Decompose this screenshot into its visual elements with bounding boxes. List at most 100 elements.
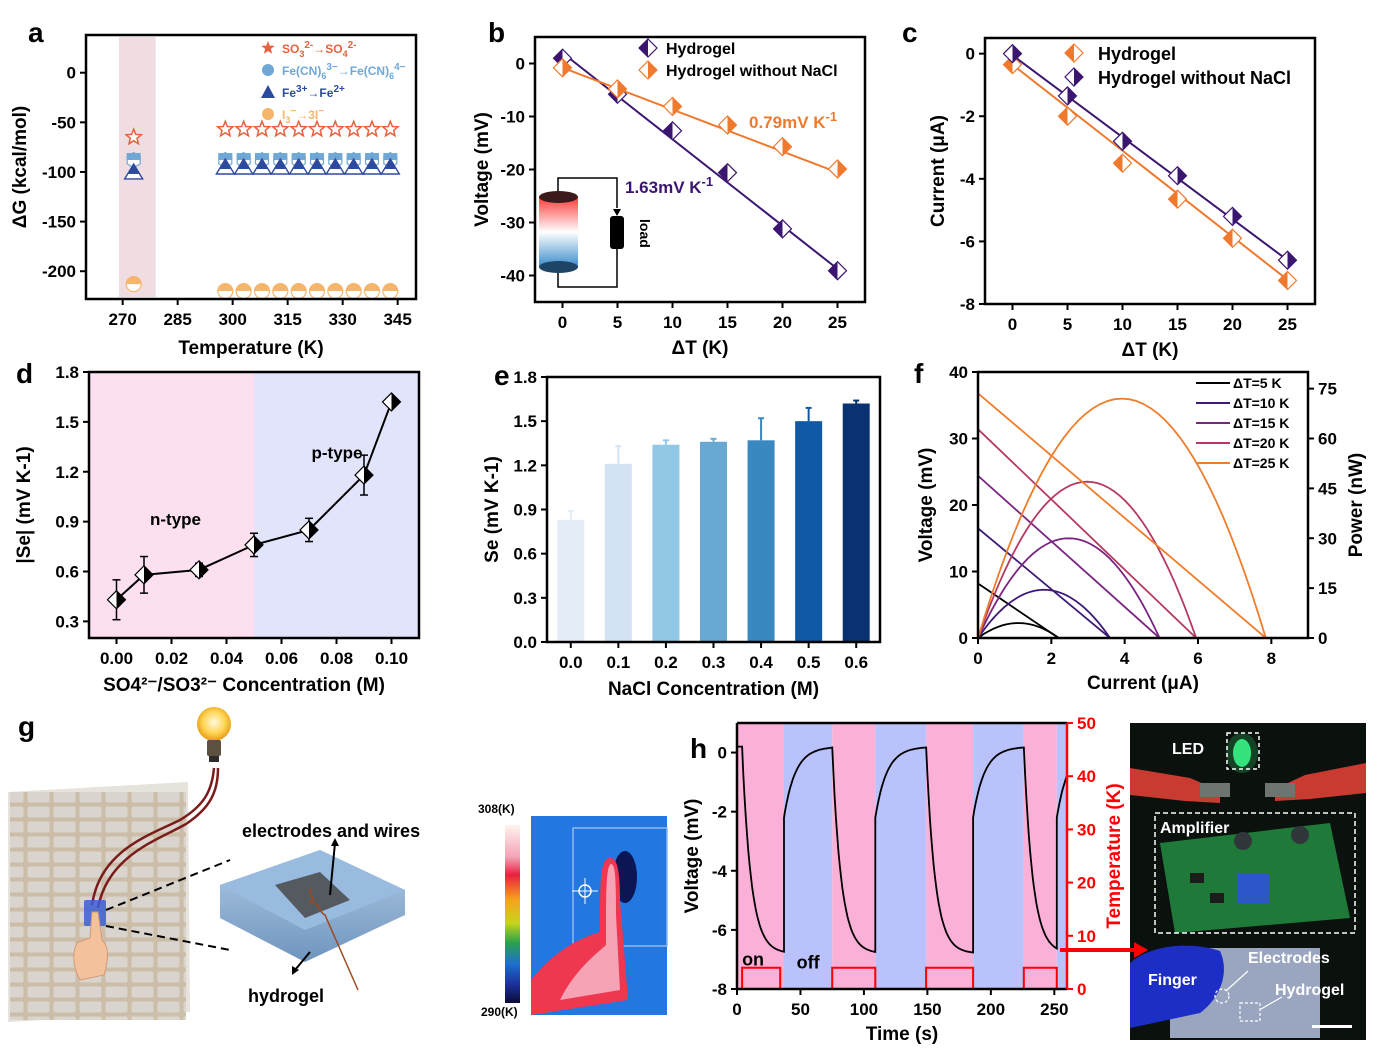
marker-fill [312,159,322,167]
marker-fill [312,166,322,169]
legend-item: ΔT=5 K [1196,375,1282,391]
label-led: LED [1172,741,1204,758]
legend-marker [638,60,658,80]
iv-line [977,392,1267,639]
y-tick-label: 0 [959,629,968,648]
data-point-star [124,127,144,146]
y-tick-label: 50 [1077,714,1096,733]
y-tick-label: 0.3 [513,589,537,608]
bar [557,519,585,642]
arrow-head [292,966,299,975]
panel-label-f: f [914,358,924,389]
data-point [772,136,793,157]
marker-fill [367,159,377,167]
y-tick-label: 0.3 [55,612,79,631]
x-tick-label: 100 [850,1000,878,1019]
marker-fill [718,163,728,182]
y-tick-label: 75 [1318,380,1337,399]
region-label: p-type [312,443,363,462]
marker-fill [236,153,251,161]
legend-marker [638,38,658,58]
legend-label: Hydrogel [666,41,735,58]
bar [747,440,775,642]
data-point-star [215,119,235,138]
heating-off-region [973,723,1024,989]
zoom-line [105,925,231,951]
x-tick-label: 0 [1008,315,1017,334]
data-point-star [307,119,327,138]
x-tick-label: 0.4 [749,653,773,672]
off-label: off [797,952,821,972]
marker-fill [254,283,270,292]
y-tick-label: 40 [949,363,968,382]
legend-item: Hydrogel without NaCl [638,60,838,80]
fit-line [1011,63,1289,281]
legend-label: Hydrogel without NaCl [1098,68,1291,88]
y-tick-label: -50 [51,113,76,132]
thermal-scale-min: 290(K) [481,1005,518,1019]
x-tick-label: 4 [1120,649,1130,668]
panel-a: a SO32-→SO42- Fe(CN)63−→Fe(CN)64− Fe3+→Fe2… [10,17,418,359]
marker-fill [1223,229,1233,248]
iv-line [977,428,1197,639]
y-tick-label: -6 [960,232,975,251]
marker-fill [275,166,286,169]
marker-fill [1122,132,1132,151]
marker-fill [255,153,269,161]
legend-item: Hydrogel without NaCl [1064,67,1291,88]
data-point-star [270,119,290,138]
x-tick-label: 270 [108,310,136,329]
y-tick-label: 45 [1318,479,1337,498]
legend-label: Hydrogel [1098,44,1176,64]
marker-fill [1287,251,1297,270]
legend-label: Fe(CN)63−→Fe(CN)64− [282,62,406,81]
thermocell-top [539,191,578,203]
legend-marker [261,85,275,98]
bar [604,463,632,642]
power-curve [977,537,1161,639]
panel-b: b load Hydrogel Hydrogel without NaCl 0.79m… [472,17,867,359]
plot-frame [87,370,421,640]
marker-fill [272,283,288,292]
legend-label: ΔT=10 K [1233,395,1289,411]
legend-label: Hydrogel without NaCl [666,63,838,80]
data-point-star [325,119,345,138]
data-point [1222,206,1243,227]
x-tick-label: 0.0 [559,653,583,672]
legend-marker [262,64,274,76]
bar [652,444,680,642]
data-point-star [344,119,364,138]
marker-fill [727,115,737,134]
panel-f: f ΔT=5 K ΔT=10 K ΔT=15 K ΔT=20 K ΔT=25 K 0 2 4 6… [914,358,1367,694]
marker-fill [1177,166,1187,185]
y-axis-label: Voltage (mV) [472,112,493,227]
x-tick-label: 0 [973,649,982,668]
label-amplifier: Amplifier [1160,820,1229,837]
power-curve [977,588,1111,639]
slope-annotation: 0.79mV K-1 [749,109,837,132]
marker-fill [385,166,396,169]
x-tick-label: 25 [1278,315,1297,334]
y-tick-label: -30 [500,214,525,233]
marker-fill [330,166,341,169]
x-tick-label: 0.02 [155,649,188,668]
data-point [772,219,793,239]
marker-fill [672,97,682,116]
label-finger: Finger [1148,972,1197,989]
x-tick-label: 0.6 [844,653,868,672]
y-axis-label: Voltage (mV) [916,448,937,563]
legend-label: ΔT=20 K [1233,435,1289,451]
marker-fill [309,283,325,292]
x-tick-label: 0 [558,313,567,332]
x-tick-label: 25 [828,313,847,332]
arrow [329,842,336,896]
x-tick-label: 0.3 [702,653,726,672]
y-tick-label: -6 [712,921,727,940]
x-tick-label: 285 [163,310,191,329]
x-axis-label: Temperature (K) [178,338,323,359]
marker-fill [238,166,249,169]
x-tick-label: 0.00 [100,649,133,668]
data-point [106,589,127,610]
y-tick-label: -40 [500,267,525,286]
marker-fill [1058,107,1068,126]
